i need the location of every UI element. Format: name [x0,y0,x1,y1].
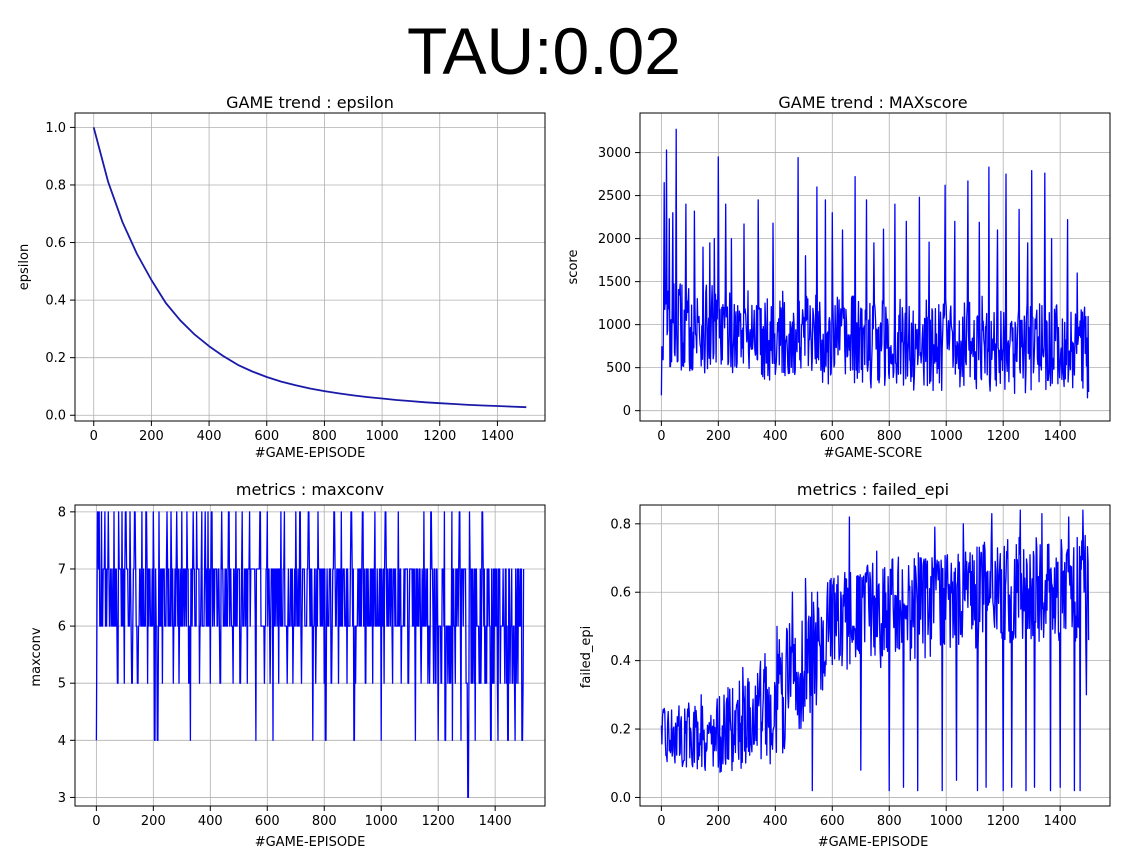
x-tick-label: 0 [657,429,665,444]
axis-title-epsilon: GAME trend : epsilon [226,93,394,112]
x-tick-label: 0 [92,814,100,829]
y-axis-label-maxscore: score [566,250,581,285]
x-tick-label: 1000 [365,814,398,829]
series-line [95,511,525,799]
x-tick-label: 1400 [1044,814,1077,829]
y-tick-label: 0.8 [45,178,66,193]
x-tick-label: 600 [820,814,845,829]
y-tick-label: 0.0 [45,409,66,424]
y-tick-label: 2000 [598,232,631,247]
axis-title-maxscore: GAME trend : MAXscore [778,93,967,112]
x-tick-label: 400 [198,814,223,829]
series-line [92,127,527,409]
panel-epsilon: GAME trend : epsilon #GAME-EPISODE epsil… [17,93,546,461]
panel-failed-epi: metrics : failed_epi #GAME-EPISODE faile… [579,480,1111,850]
x-tick-label: 0 [657,814,665,829]
x-tick-label: 1400 [1044,429,1077,444]
x-tick-label: 200 [706,429,731,444]
y-tick-label: 1500 [598,275,631,290]
x-tick-label: 1200 [423,429,456,444]
x-tick-label: 600 [820,429,845,444]
y-tick-label: 0 [623,404,631,419]
x-tick-label: 1400 [481,429,514,444]
x-tick-label: 800 [877,429,902,444]
x-tick-label: 1000 [930,429,963,444]
y-tick-label: 4 [58,734,66,749]
axes-frame [639,112,1111,422]
y-tick-label: 0.4 [45,294,66,309]
panel-maxscore: GAME trend : MAXscore #GAME-SCORE score … [566,93,1111,461]
x-tick-label: 1200 [987,429,1020,444]
y-tick-label: 0.0 [610,791,631,806]
axis-title-failed-epi: metrics : failed_epi [797,480,949,500]
y-tick-label: 500 [606,361,631,376]
y-axis-label-failed-epi: failed_epi [579,626,594,688]
x-axis-label-maxscore: #GAME-SCORE [824,446,923,461]
x-axis-label-epsilon: #GAME-EPISODE [255,446,366,461]
x-tick-label: 600 [254,429,279,444]
y-tick-label: 0.6 [610,586,631,601]
x-tick-label: 1400 [479,814,512,829]
x-tick-label: 800 [312,429,337,444]
x-tick-label: 200 [139,429,164,444]
x-tick-label: 400 [763,814,788,829]
y-tick-label: 0.4 [610,654,631,669]
y-tick-label: 2500 [598,189,631,204]
x-tick-label: 800 [312,814,337,829]
panel-maxconv: metrics : maxconv #GAME-EPISODE maxconv … [29,480,546,850]
x-tick-label: 1000 [366,429,399,444]
y-tick-label: 8 [58,505,66,520]
axes-frame [74,112,546,422]
axis-title-maxconv: metrics : maxconv [236,480,384,499]
y-tick-label: 3 [58,791,66,806]
x-tick-label: 200 [141,814,166,829]
y-tick-label: 1.0 [45,121,66,136]
x-tick-label: 600 [255,814,280,829]
y-axis-label-maxconv: maxconv [29,627,44,686]
y-tick-label: 5 [58,677,66,692]
axes-frame [74,504,546,807]
series-line [660,128,1090,399]
y-tick-label: 7 [58,562,66,577]
x-axis-label-maxconv: #GAME-EPISODE [255,835,366,850]
x-tick-label: 0 [90,429,98,444]
y-axis-label-epsilon: epsilon [17,244,32,290]
x-axis-label-failed-epi: #GAME-EPISODE [818,835,929,850]
x-tick-label: 400 [197,429,222,444]
x-tick-label: 1000 [930,814,963,829]
y-tick-label: 6 [58,620,66,635]
y-tick-label: 1000 [598,318,631,333]
x-tick-label: 800 [877,814,902,829]
series-line [660,509,1090,792]
y-tick-label: 0.2 [45,351,66,366]
x-tick-label: 400 [763,429,788,444]
y-tick-label: 0.6 [45,236,66,251]
x-tick-label: 1200 [987,814,1020,829]
y-tick-label: 0.2 [610,723,631,738]
x-tick-label: 1200 [422,814,455,829]
axes-frame [639,504,1111,807]
figure-suptitle: TAU:0.02 [407,14,681,88]
y-tick-label: 3000 [598,146,631,161]
x-tick-label: 200 [706,814,731,829]
y-tick-label: 0.8 [610,517,631,532]
